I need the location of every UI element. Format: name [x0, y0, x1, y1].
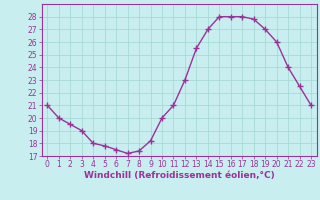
X-axis label: Windchill (Refroidissement éolien,°C): Windchill (Refroidissement éolien,°C) [84, 171, 275, 180]
